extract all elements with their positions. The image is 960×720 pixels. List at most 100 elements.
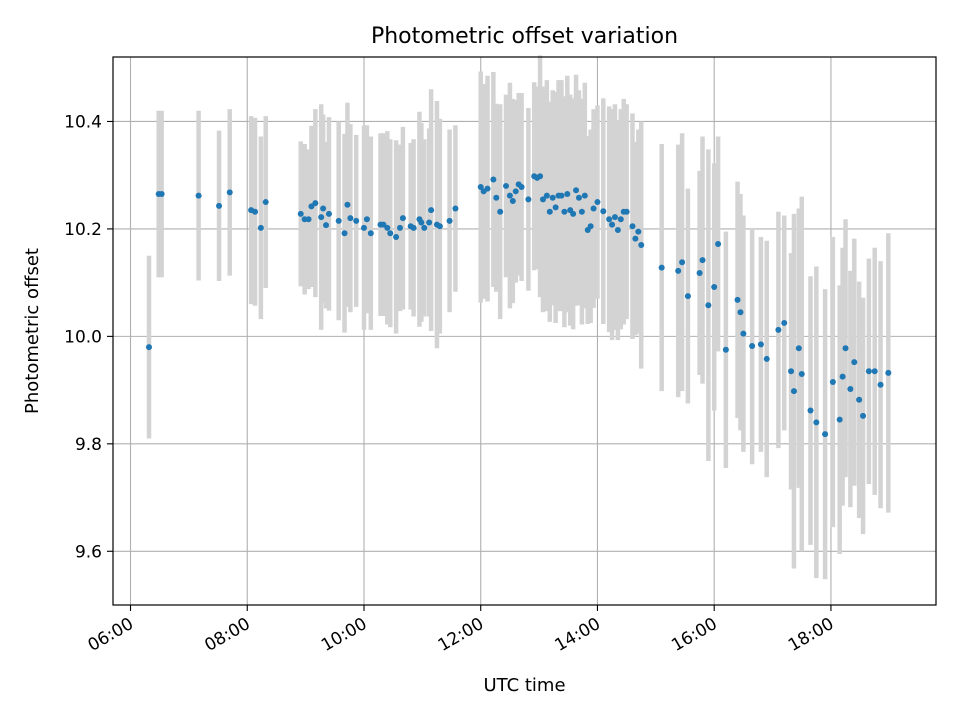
data-point: [632, 235, 639, 242]
data-point: [158, 191, 165, 197]
data-point: [384, 224, 391, 231]
data-point: [543, 192, 550, 199]
data-point: [509, 197, 516, 204]
data-point: [836, 416, 843, 423]
data-point: [722, 346, 729, 353]
data-point: [829, 379, 836, 386]
data-point: [145, 344, 152, 351]
data-point: [360, 224, 367, 231]
data-point: [600, 208, 607, 215]
data-point: [614, 226, 621, 233]
data-point: [877, 381, 884, 388]
data-point: [781, 319, 788, 326]
data-point: [347, 215, 354, 222]
data-point: [775, 326, 782, 333]
data-point: [865, 368, 872, 375]
x-tick-label: 08:00: [201, 614, 253, 656]
data-point: [606, 216, 613, 223]
x-tick-label: 06:00: [85, 614, 137, 656]
data-point: [325, 210, 332, 217]
data-point: [570, 210, 577, 217]
data-point: [428, 207, 435, 214]
data-point: [734, 296, 741, 303]
x-axis-label: UTC time: [483, 675, 565, 696]
x-tick-label: 10:00: [318, 614, 370, 656]
data-point: [216, 202, 223, 209]
data-point: [623, 208, 630, 215]
data-point: [549, 194, 556, 201]
data-point: [506, 192, 513, 199]
y-axis-ticks: 9.6 9.8 10.0 10.2 10.4: [64, 112, 113, 562]
data-point: [795, 345, 802, 352]
data-point: [788, 368, 795, 375]
data-point: [436, 223, 443, 230]
data-point: [452, 205, 459, 212]
data-point: [335, 217, 342, 224]
data-point: [418, 219, 425, 226]
data-point: [490, 176, 497, 183]
data-point: [367, 230, 374, 237]
data-point: [578, 208, 585, 215]
data-point: [856, 396, 863, 403]
data-point: [503, 182, 510, 189]
data-point: [393, 233, 400, 240]
data-point: [699, 257, 706, 264]
data-point: [305, 216, 312, 223]
data-point: [822, 431, 829, 438]
x-tick-label: 18:00: [785, 614, 837, 656]
data-point: [320, 205, 327, 212]
y-tick-label: 9.6: [75, 542, 102, 562]
data-point: [696, 269, 703, 276]
data-point: [387, 230, 394, 237]
data-point: [318, 214, 325, 221]
y-tick-label: 9.8: [75, 435, 102, 455]
data-point: [617, 216, 624, 223]
x-axis-ticks: 06:00 08:00 10:00 12:00 14:00 16:00 18:00: [85, 605, 837, 656]
data-point: [635, 228, 642, 235]
data-point: [493, 194, 500, 201]
data-point: [537, 173, 544, 180]
data-point: [195, 192, 202, 199]
y-tick-label: 10.2: [64, 220, 102, 240]
data-point: [740, 330, 747, 337]
data-point: [807, 407, 814, 414]
data-point: [575, 194, 582, 201]
data-point: [399, 215, 406, 222]
data-point: [629, 223, 636, 230]
y-tick-label: 10.0: [64, 327, 102, 347]
data-point: [675, 267, 682, 274]
x-tick-label: 14:00: [552, 614, 604, 656]
data-point: [341, 230, 348, 237]
data-point: [851, 359, 858, 366]
data-point: [410, 224, 417, 231]
data-point: [763, 355, 770, 362]
data-point: [564, 191, 571, 197]
data-point: [226, 189, 233, 196]
data-point: [590, 205, 597, 212]
data-point: [477, 184, 484, 191]
data-point: [581, 192, 588, 199]
data-point: [609, 221, 616, 228]
y-axis-label: Photometric offset: [22, 248, 43, 414]
data-point: [790, 388, 797, 395]
data-point: [679, 259, 686, 266]
data-point: [860, 412, 867, 419]
data-point: [638, 242, 645, 249]
data-point: [252, 208, 259, 215]
data-point: [705, 302, 712, 309]
data-point: [839, 373, 846, 380]
data-point: [344, 201, 351, 208]
data-point: [684, 293, 691, 300]
y-tick-label: 10.4: [64, 112, 102, 132]
data-point: [715, 240, 722, 247]
data-point: [573, 187, 580, 194]
data-point: [587, 223, 594, 230]
data-point: [426, 219, 433, 226]
data-point: [539, 196, 546, 203]
data-point: [312, 200, 319, 207]
data-point: [512, 188, 519, 195]
data-point: [446, 217, 453, 224]
data-point: [497, 208, 504, 215]
data-point: [737, 309, 744, 316]
